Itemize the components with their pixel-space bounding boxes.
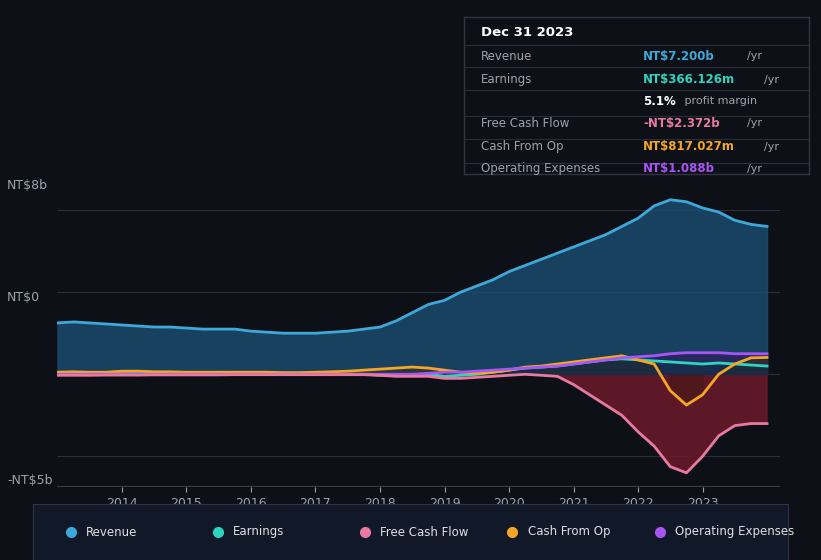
Text: Free Cash Flow: Free Cash Flow xyxy=(380,525,469,539)
Text: NT$7.200b: NT$7.200b xyxy=(643,49,715,63)
Text: /yr: /yr xyxy=(746,118,762,128)
Text: profit margin: profit margin xyxy=(681,96,757,106)
Text: -NT$2.372b: -NT$2.372b xyxy=(643,117,720,130)
Text: Cash From Op: Cash From Op xyxy=(528,525,610,539)
Text: 5.1%: 5.1% xyxy=(643,95,676,108)
Text: NT$0: NT$0 xyxy=(7,291,40,304)
Text: NT$8b: NT$8b xyxy=(7,179,48,192)
Text: Free Cash Flow: Free Cash Flow xyxy=(481,117,570,130)
Text: NT$366.126m: NT$366.126m xyxy=(643,73,736,86)
Text: Revenue: Revenue xyxy=(481,49,533,63)
Text: NT$1.088b: NT$1.088b xyxy=(643,162,715,175)
Text: Operating Expenses: Operating Expenses xyxy=(481,162,600,175)
Text: -NT$5b: -NT$5b xyxy=(7,474,53,487)
Text: /yr: /yr xyxy=(746,51,762,61)
Text: NT$817.027m: NT$817.027m xyxy=(643,141,735,153)
Text: /yr: /yr xyxy=(764,74,779,85)
Text: Operating Expenses: Operating Expenses xyxy=(675,525,794,539)
Text: Dec 31 2023: Dec 31 2023 xyxy=(481,26,574,39)
Text: Cash From Op: Cash From Op xyxy=(481,141,563,153)
Text: /yr: /yr xyxy=(764,142,779,152)
Text: /yr: /yr xyxy=(746,164,762,174)
Text: Revenue: Revenue xyxy=(85,525,137,539)
Text: Earnings: Earnings xyxy=(481,73,533,86)
Text: Earnings: Earnings xyxy=(233,525,284,539)
